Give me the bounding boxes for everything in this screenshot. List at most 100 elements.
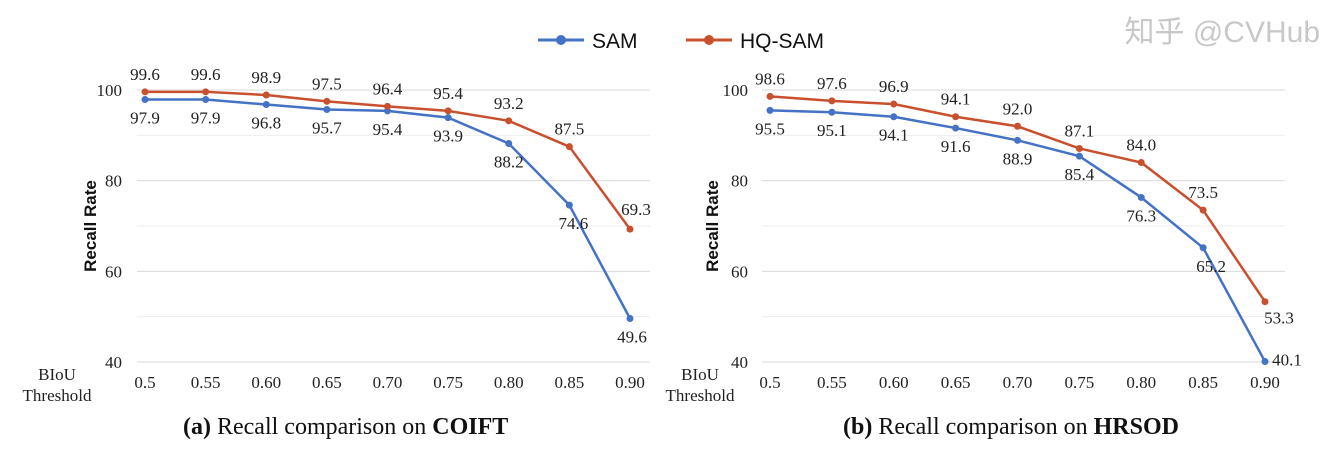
data-point-hq-sam (828, 97, 836, 105)
data-point-sam (1014, 136, 1021, 144)
data-label-sam: 95.1 (817, 121, 847, 140)
data-label-hq-sam: 95.4 (433, 84, 463, 103)
data-point-hq-sam (262, 91, 270, 99)
y-tick-label: 40 (731, 353, 748, 372)
data-point-hq-sam (952, 113, 960, 121)
y-axis-label: Recall Rate (81, 180, 100, 272)
data-point-hq-sam (766, 92, 774, 100)
data-label-hq-sam: 96.9 (879, 77, 909, 96)
data-point-sam (444, 114, 452, 122)
data-point-hq-sam (505, 117, 513, 125)
data-label-sam: 95.4 (373, 120, 403, 139)
data-point-sam (626, 314, 634, 322)
caption-bold: COIFT (432, 414, 508, 440)
data-label-hq-sam: 92.0 (1003, 99, 1033, 118)
data-point-sam (1261, 358, 1269, 366)
legend-marker-sam (556, 35, 566, 45)
data-point-sam (565, 201, 573, 209)
x-tick-label: 0.70 (373, 373, 403, 392)
data-label-hq-sam: 99.6 (191, 65, 221, 84)
data-label-hq-sam: 87.5 (555, 120, 585, 139)
data-point-hq-sam (890, 100, 898, 108)
x-tick-label: 0.80 (494, 373, 524, 392)
data-point-hq-sam (384, 102, 391, 110)
data-label-hq-sam: 84.0 (1126, 136, 1156, 155)
data-label-hq-sam: 53.3 (1264, 309, 1294, 328)
data-label-sam: 97.9 (191, 109, 221, 128)
legend-label-sam: SAM (592, 30, 638, 53)
data-point-sam (890, 113, 898, 121)
data-point-hq-sam (1261, 298, 1269, 306)
x-tick-label: 0.5 (759, 373, 780, 392)
data-point-sam (505, 139, 513, 147)
data-point-hq-sam (141, 88, 149, 96)
data-label-sam: 88.2 (494, 152, 524, 171)
data-point-hq-sam (1014, 122, 1021, 130)
data-label-sam: 88.9 (1003, 149, 1033, 168)
data-point-sam (1199, 244, 1207, 252)
data-point-hq-sam (1075, 144, 1083, 152)
data-label-hq-sam: 94.1 (941, 90, 971, 109)
y-tick-label: 80 (731, 172, 748, 191)
watermark: 知乎 @CVHub (1125, 16, 1321, 49)
data-point-sam (1137, 193, 1145, 201)
data-label-sam: 65.2 (1196, 257, 1226, 276)
data-label-sam: 76.3 (1126, 206, 1156, 225)
caption-text: Recall comparison on (872, 414, 1093, 440)
x-tick-label: 0.55 (191, 373, 221, 392)
data-point-hq-sam (202, 88, 210, 96)
x-tick-label: 0.65 (941, 373, 971, 392)
x-tick-label: 0.55 (817, 373, 847, 392)
data-point-sam (141, 96, 149, 104)
data-label-sam: 40.1 (1272, 351, 1302, 370)
x-tick-label: 0.5 (134, 373, 155, 392)
x-tick-label: 0.90 (615, 373, 645, 392)
data-label-hq-sam: 69.3 (621, 200, 651, 219)
data-label-sam: 97.9 (130, 109, 160, 128)
panel-caption: (b) Recall comparison on HRSOD (843, 414, 1179, 440)
data-point-sam (1075, 152, 1083, 160)
data-label-sam: 85.4 (1065, 165, 1095, 184)
x-tick-label: 0.75 (433, 373, 463, 392)
x-axis-label: Threshold (23, 386, 92, 405)
data-label-hq-sam: 96.4 (373, 79, 403, 98)
data-label-hq-sam: 98.9 (251, 68, 281, 87)
x-tick-label: 0.85 (555, 373, 585, 392)
y-axis-label: Recall Rate (703, 180, 722, 272)
panel-caption: (a) Recall comparison on COIFT (183, 414, 508, 440)
data-point-sam (828, 108, 836, 116)
data-label-sam: 95.7 (312, 118, 342, 137)
series-line-sam (769, 109, 1267, 363)
x-tick-label: 0.60 (879, 373, 909, 392)
caption-prefix: (b) (843, 414, 872, 440)
data-point-hq-sam (626, 225, 634, 233)
data-point-hq-sam (1199, 206, 1207, 214)
legend-label-hq-sam: HQ-SAM (740, 30, 824, 53)
data-label-sam: 93.9 (433, 127, 463, 146)
data-point-hq-sam (323, 97, 331, 105)
data-label-hq-sam: 97.5 (312, 74, 342, 93)
x-tick-label: 0.75 (1065, 373, 1095, 392)
data-point-sam (202, 96, 210, 104)
x-axis-label: BIoU (681, 365, 719, 384)
x-tick-label: 0.70 (1003, 373, 1033, 392)
legend-marker-hq-sam (704, 35, 714, 45)
data-label-hq-sam: 87.1 (1065, 121, 1095, 140)
x-tick-label: 0.85 (1188, 373, 1218, 392)
x-tick-label: 0.65 (312, 373, 342, 392)
data-label-sam: 49.6 (617, 327, 647, 346)
data-point-sam (323, 105, 331, 113)
data-label-hq-sam: 97.6 (817, 74, 847, 93)
data-point-hq-sam (1137, 159, 1145, 167)
caption-bold: HRSOD (1094, 414, 1179, 440)
data-label-hq-sam: 99.6 (130, 65, 160, 84)
x-axis-label: BIoU (38, 365, 76, 384)
data-label-hq-sam: 93.2 (494, 94, 524, 113)
data-point-hq-sam (565, 143, 573, 151)
data-point-hq-sam (444, 107, 452, 115)
y-tick-label: 80 (105, 172, 122, 191)
caption-prefix: (a) (183, 414, 211, 440)
data-label-sam: 95.5 (755, 119, 785, 138)
data-label-sam: 91.6 (941, 137, 971, 156)
